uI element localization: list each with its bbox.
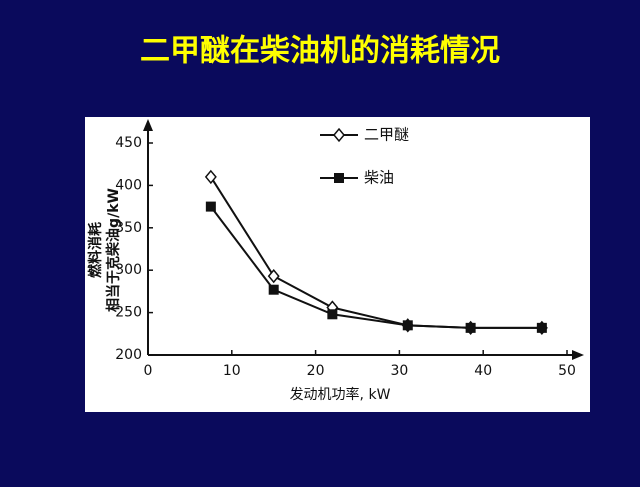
plot-background: [85, 117, 590, 412]
legend-label: 二甲醚: [364, 126, 409, 144]
legend-marker: [334, 173, 344, 183]
marker: [204, 169, 217, 185]
y-tick-label: 400: [115, 177, 142, 193]
y-tick-label: 250: [115, 305, 142, 321]
marker: [268, 284, 279, 295]
x-tick-label: 20: [307, 363, 325, 379]
y-tick-label: 350: [115, 220, 142, 236]
marker: [402, 320, 413, 331]
x-axis-label: 发动机功率, kW: [290, 386, 391, 403]
y-axis-arrow: [143, 119, 153, 131]
x-tick-label: 40: [474, 363, 492, 379]
legend-label: 柴油: [364, 169, 394, 187]
y-tick-label: 450: [115, 135, 142, 151]
chart-title: 二甲醚在柴油机的消耗情况: [140, 34, 500, 69]
y-axis-label: 相当于克柴油g/kW: [105, 188, 122, 312]
y-axis-label: 燃料消耗: [87, 222, 104, 278]
series-line: [210, 205, 542, 329]
x-tick-label: 50: [558, 363, 576, 379]
y-tick-label: 200: [115, 347, 142, 363]
marker: [267, 268, 280, 284]
marker: [327, 309, 338, 320]
marker: [205, 201, 216, 212]
marker: [465, 322, 476, 333]
y-tick-label: 300: [115, 262, 142, 278]
legend-marker: [333, 127, 345, 143]
x-tick-label: 30: [390, 363, 408, 379]
x-tick-label: 0: [144, 363, 153, 379]
x-axis-arrow: [572, 350, 584, 360]
marker: [536, 322, 547, 333]
x-tick-label: 10: [223, 363, 241, 379]
